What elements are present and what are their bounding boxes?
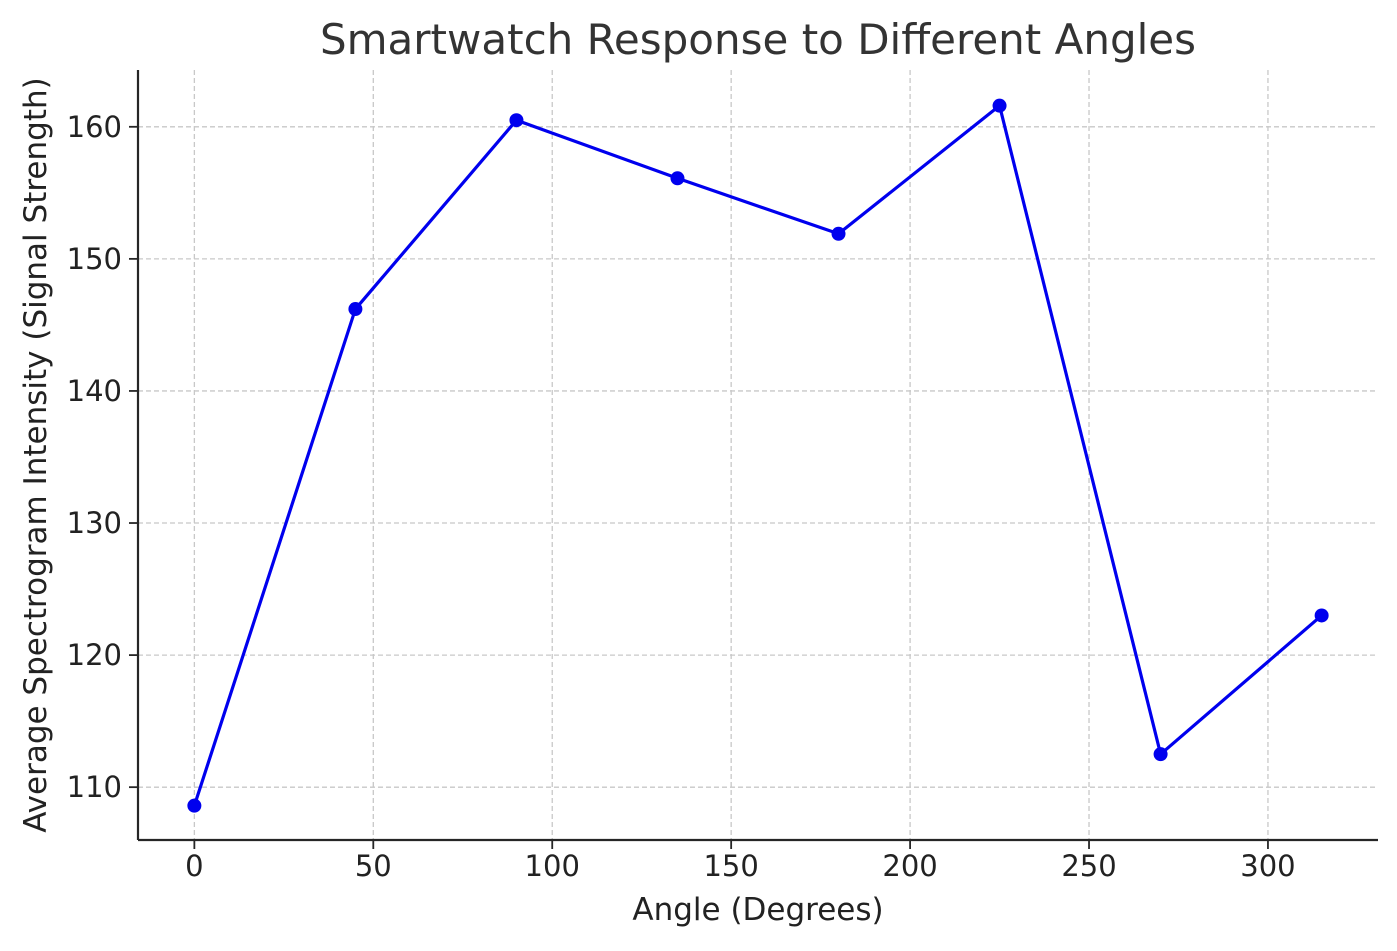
y-tick-label: 130 xyxy=(67,506,122,540)
x-axis-label: Angle (Degrees) xyxy=(632,892,883,928)
y-ticks-layer: 110 120 130 140 150 160 xyxy=(67,110,138,804)
data-point xyxy=(1314,608,1329,623)
y-tick-label: 140 xyxy=(67,374,122,408)
x-tick-label: 250 xyxy=(1061,849,1116,883)
chart-title: Smartwatch Response to Different Angles xyxy=(320,15,1196,64)
x-ticks-layer: 0 50 100 150 200 250 300 xyxy=(185,840,1296,883)
series-line xyxy=(192,104,1324,808)
data-point xyxy=(187,798,202,813)
x-tick-label: 0 xyxy=(185,849,203,883)
y-tick-label: 150 xyxy=(67,242,122,276)
y-tick-label: 110 xyxy=(67,770,122,804)
data-point xyxy=(992,98,1007,113)
data-point xyxy=(348,302,363,317)
axes-layer xyxy=(136,70,1378,842)
data-point xyxy=(831,226,846,241)
series-layer xyxy=(187,98,1329,813)
data-point xyxy=(1153,747,1168,762)
data-point xyxy=(509,113,524,128)
grid-layer xyxy=(138,70,1378,840)
data-point xyxy=(670,171,685,186)
y-tick-label: 120 xyxy=(67,638,122,672)
x-tick-label: 150 xyxy=(703,849,758,883)
x-tick-label: 300 xyxy=(1240,849,1295,883)
x-tick-label: 100 xyxy=(525,849,580,883)
y-axis-label: Average Spectrogram Intensity (Signal St… xyxy=(18,77,54,832)
x-tick-label: 50 xyxy=(355,849,392,883)
x-tick-label: 200 xyxy=(882,849,937,883)
y-tick-label: 160 xyxy=(67,110,122,144)
